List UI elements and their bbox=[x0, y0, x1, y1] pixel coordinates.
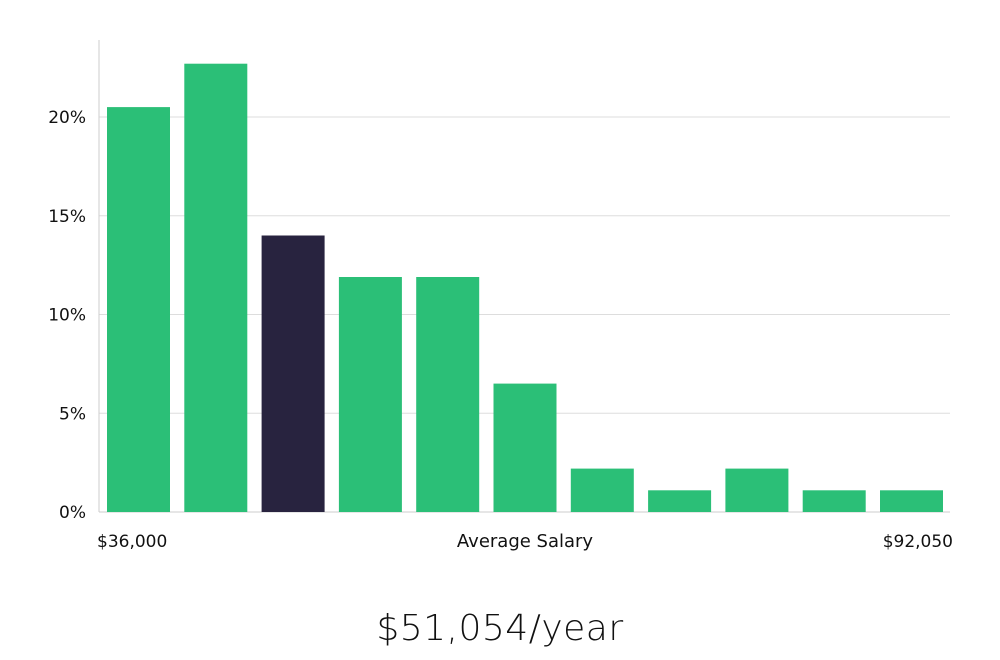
y-tick-label: 15% bbox=[48, 207, 86, 227]
bars bbox=[107, 63, 943, 512]
y-tick-label: 0% bbox=[59, 503, 86, 523]
x-max-label: $92,050 bbox=[883, 532, 953, 552]
bar-highlighted bbox=[261, 235, 325, 512]
bar bbox=[416, 277, 480, 512]
y-tick-label: 20% bbox=[48, 108, 86, 128]
bar bbox=[802, 490, 866, 512]
bar bbox=[570, 468, 634, 512]
bar bbox=[184, 63, 248, 512]
x-min-label: $36,000 bbox=[97, 532, 167, 552]
bar bbox=[725, 468, 789, 512]
bar bbox=[338, 277, 402, 512]
y-tick-label: 5% bbox=[59, 404, 86, 424]
y-tick-label: 10% bbox=[48, 306, 86, 326]
salary-histogram: 0% 5% 10% 15% 20% $36,000 Average Salary $92… bbox=[48, 40, 953, 552]
bar bbox=[107, 107, 170, 512]
bar bbox=[880, 490, 943, 512]
bar bbox=[493, 383, 557, 512]
bar bbox=[648, 490, 712, 512]
average-salary-headline: $51,054/year bbox=[376, 608, 624, 649]
y-tick-labels: 0% 5% 10% 15% 20% bbox=[48, 108, 86, 523]
x-axis-label: Average Salary bbox=[457, 531, 594, 552]
